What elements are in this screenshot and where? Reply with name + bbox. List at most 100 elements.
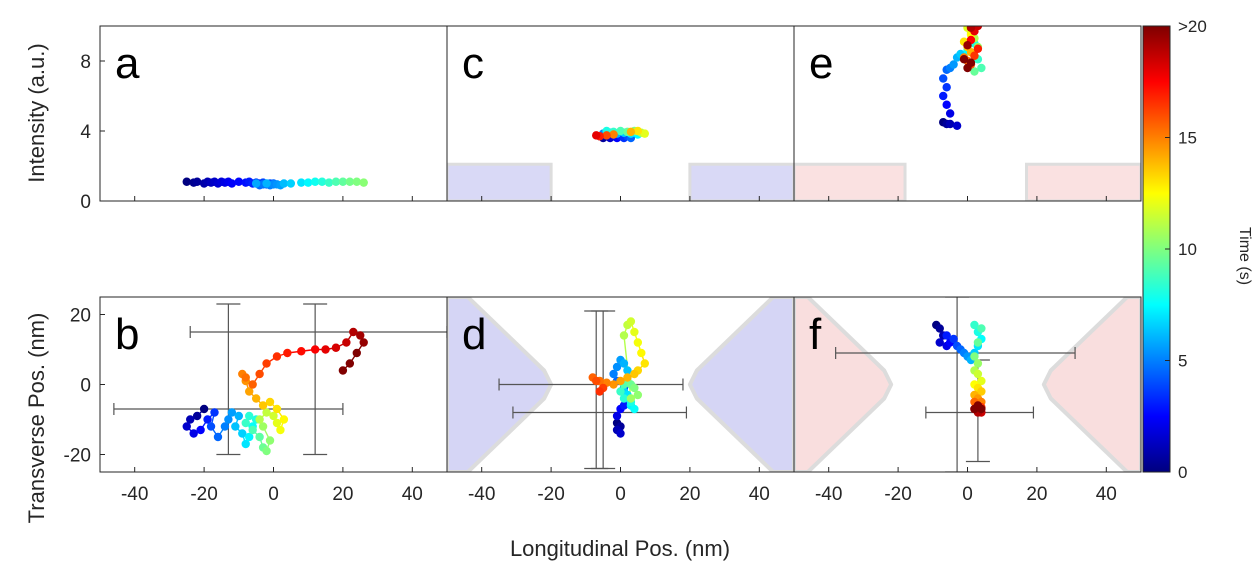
data-point xyxy=(630,383,639,393)
panel-f: -40 -20 0 20 40 f xyxy=(793,296,1142,505)
data-point xyxy=(935,338,944,347)
colorbar-tick-label: 5 xyxy=(1178,352,1187,371)
xtick-label: 20 xyxy=(332,484,353,505)
panel-letter-c: c xyxy=(462,39,484,88)
data-point xyxy=(255,415,264,424)
data-point xyxy=(963,41,972,50)
data-point xyxy=(269,411,278,421)
xtick-label: -40 xyxy=(815,484,842,505)
data-point xyxy=(970,352,979,361)
errorbar xyxy=(189,303,447,456)
data-point xyxy=(245,432,254,442)
data-point xyxy=(939,74,948,83)
data-point xyxy=(317,177,327,186)
data-point xyxy=(616,126,625,136)
shaded-region xyxy=(794,162,907,201)
data-point xyxy=(342,338,351,347)
electrode-left xyxy=(794,297,894,472)
data-point xyxy=(616,376,625,386)
data-point xyxy=(248,380,257,389)
colorbar-tick-label: 0 xyxy=(1178,463,1187,482)
data-point xyxy=(224,415,233,424)
data-point xyxy=(310,345,320,354)
panel-background xyxy=(100,297,447,472)
data-point xyxy=(609,130,618,139)
xtick-label: 20 xyxy=(1026,484,1047,505)
data-point xyxy=(241,418,250,428)
data-point xyxy=(970,51,979,60)
xtick-label: 40 xyxy=(402,484,423,505)
data-point xyxy=(279,415,289,424)
data-point xyxy=(970,67,979,76)
xtick-label: 20 xyxy=(679,484,700,505)
panel-letter-f: f xyxy=(809,310,822,359)
data-point xyxy=(248,425,257,435)
data-point xyxy=(616,387,625,396)
data-point xyxy=(227,179,237,188)
data-point xyxy=(973,44,983,53)
data-point xyxy=(262,446,271,456)
panel-letter-a: a xyxy=(115,39,140,88)
shaded-region xyxy=(688,162,794,201)
data-point xyxy=(630,327,639,337)
panel-plot-area xyxy=(447,126,794,201)
errorbar xyxy=(113,303,344,456)
xtick-label: 0 xyxy=(615,484,626,505)
data-point xyxy=(258,401,268,410)
data-point xyxy=(286,179,296,188)
data-point xyxy=(616,429,625,438)
data-point xyxy=(949,60,958,69)
xtick-label: 0 xyxy=(268,484,279,505)
data-point xyxy=(945,119,955,129)
data-point xyxy=(338,177,348,186)
colorbar-tick-label: >20 xyxy=(1178,17,1207,36)
panel-plot-area xyxy=(794,297,1141,472)
data-point xyxy=(255,432,264,442)
panel-b: -20 0 20 -40 -20 0 20 40 b xyxy=(64,296,448,505)
data-point xyxy=(633,338,643,347)
data-point xyxy=(942,100,951,109)
data-point xyxy=(331,177,341,186)
electrode-right xyxy=(1041,297,1141,472)
xtick-label: -20 xyxy=(884,484,911,505)
data-point xyxy=(234,177,243,186)
xlabel-longitudinal: Longitudinal Pos. (nm) xyxy=(510,536,730,561)
data-point xyxy=(633,126,643,136)
data-point xyxy=(977,324,986,333)
panel-a: 0 4 8 a xyxy=(80,25,448,213)
data-point xyxy=(609,380,618,389)
data-point xyxy=(352,348,361,358)
data-point xyxy=(952,121,962,130)
colorbar-ticks: 0 5 10 15 >20 xyxy=(1165,17,1207,482)
data-point xyxy=(945,109,955,118)
ytick-label: 20 xyxy=(70,306,91,327)
data-point xyxy=(942,331,951,340)
data-point xyxy=(619,394,629,403)
errorbar xyxy=(835,297,1076,472)
data-point xyxy=(973,369,983,379)
data-point xyxy=(203,415,212,424)
data-point xyxy=(640,129,649,138)
data-point xyxy=(949,334,958,344)
ytick-label: 4 xyxy=(80,122,91,143)
data-point xyxy=(966,26,976,32)
data-point xyxy=(345,177,355,186)
data-point xyxy=(210,408,219,417)
data-point xyxy=(349,327,358,337)
data-point xyxy=(262,179,271,188)
panel-letter-e: e xyxy=(809,39,833,88)
xtick-label: -20 xyxy=(190,484,217,505)
colorbar-tick-label: 15 xyxy=(1178,129,1197,148)
data-point xyxy=(626,394,636,403)
xtick-label: 40 xyxy=(749,484,770,505)
ylabel-intensity: Intensity (a.u.) xyxy=(24,43,49,182)
xtick-label: -40 xyxy=(468,484,495,505)
data-point xyxy=(220,422,230,431)
data-point xyxy=(623,366,632,375)
data-point xyxy=(966,58,976,67)
data-point xyxy=(196,425,205,435)
data-point xyxy=(182,177,191,186)
data-point xyxy=(258,422,268,431)
data-point xyxy=(304,178,313,187)
